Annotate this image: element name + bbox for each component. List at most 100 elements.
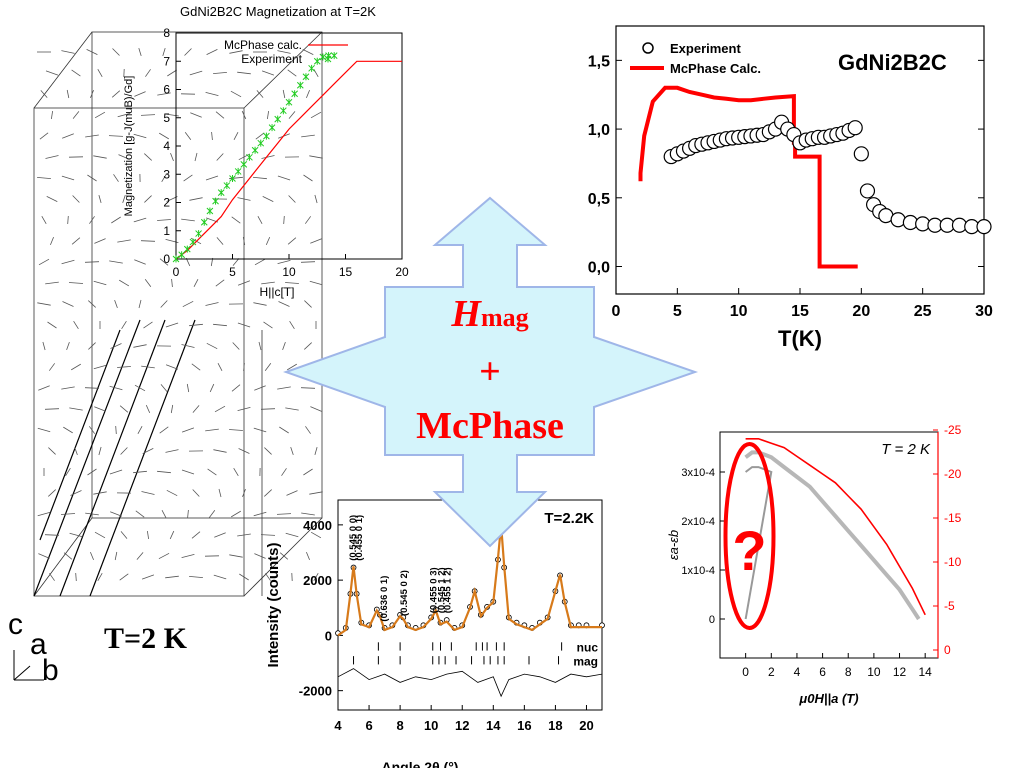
spin-arrow	[76, 573, 77, 581]
hkl-annotation: (0.545 0 2)	[399, 570, 410, 616]
spin-arrow	[218, 363, 222, 371]
x-tick-label: 2	[768, 665, 775, 679]
y-tick-label: 1,0	[588, 122, 610, 139]
spin-arrow	[143, 448, 154, 453]
spin-arrow	[63, 427, 72, 433]
structure-diagonals	[34, 320, 195, 596]
spin-arrow	[67, 90, 69, 98]
spin-arrow	[49, 573, 54, 580]
spin-arrow	[72, 70, 81, 76]
calc-profile-line	[338, 525, 602, 636]
spin-arrow	[192, 532, 200, 539]
x-tick-label: 20	[395, 265, 409, 279]
spin-arrow	[234, 468, 239, 476]
spin-arrow	[94, 365, 106, 369]
spin-arrow	[61, 51, 74, 54]
y-axis-label: εa-εb	[666, 530, 681, 560]
x-tick-label: 8	[397, 718, 404, 733]
spin-arrow	[290, 321, 295, 329]
spin-arrow	[133, 471, 147, 472]
diffraction-chart: 4 6 8 10 12 14 16 18 20-2000020004000Angle 2θ (°…	[258, 478, 618, 768]
spin-arrow	[95, 112, 105, 118]
spin-arrow	[133, 345, 146, 348]
spin-arrow	[157, 471, 171, 472]
spin-arrow	[122, 321, 127, 329]
y-tick-label: 3x10-4	[681, 467, 715, 479]
structure-diagonal-line	[60, 320, 165, 596]
spin-arrow	[67, 342, 70, 350]
spin-arrow	[282, 468, 287, 475]
spin-arrow	[264, 322, 273, 328]
spin-arrow	[48, 490, 55, 497]
spin-arrow	[93, 156, 106, 158]
spin-arrow	[94, 281, 107, 285]
spin-arrow	[137, 552, 143, 559]
spin-arrow	[162, 510, 166, 518]
y-tick-label: -2000	[299, 684, 332, 699]
spin-arrow	[116, 426, 117, 434]
axis-c-label: c	[8, 608, 23, 642]
structure-diagonal-line	[40, 330, 120, 540]
spin-arrow	[277, 387, 291, 389]
spin-arrow	[51, 111, 52, 119]
spin-arrow	[73, 111, 79, 118]
spin-arrow	[94, 407, 105, 412]
spin-arrow	[64, 553, 72, 560]
spin-arrow	[46, 71, 58, 75]
mag-row-label: mag	[573, 654, 598, 668]
structure-edge	[34, 518, 92, 596]
experiment-point	[320, 54, 326, 61]
spin-arrow	[95, 532, 105, 538]
spin-arrow	[99, 195, 101, 203]
spin-arrow	[261, 409, 275, 410]
y-tick-label: 5	[163, 111, 170, 125]
x-tick-label: 18	[548, 718, 562, 733]
legend-mcphase: McPhase calc.	[224, 38, 302, 52]
y-tick-right-label: -15	[944, 511, 962, 525]
spin-arrow	[117, 367, 131, 368]
x-tick-label: 10	[867, 665, 881, 679]
structure-diagonal-line	[34, 320, 140, 596]
x-tick-label: 10	[730, 303, 748, 320]
spin-arrow	[45, 409, 59, 410]
experiment-point	[246, 154, 252, 161]
y-tick-label: 7	[163, 54, 170, 68]
spin-arrow	[71, 364, 81, 370]
x-tick-label: 14	[486, 718, 501, 733]
x-tick-label: 15	[791, 303, 809, 320]
diff-chart-title: T=2.2K	[544, 510, 594, 527]
experiment-point	[280, 107, 286, 114]
spin-arrow	[37, 303, 50, 305]
spin-arrow	[94, 239, 105, 244]
spin-arrow	[303, 469, 312, 475]
spin-arrow	[254, 386, 265, 391]
y-tick-label: 1,5	[588, 53, 610, 70]
experiment-point	[292, 90, 298, 97]
spin-arrow	[62, 260, 75, 263]
structure-temperature-label: T=2 K	[104, 622, 187, 656]
x-tick-label: 25	[914, 303, 932, 320]
hkl-annotation: (0.636 0 1)	[379, 576, 390, 622]
spin-arrow	[310, 407, 321, 412]
spin-arrow	[146, 405, 149, 413]
plus-sign: +	[460, 350, 520, 394]
experiment-point	[848, 121, 862, 135]
x-tick-label: 5	[673, 303, 682, 320]
spin-arrow	[38, 512, 51, 516]
x-tick-label: 16	[517, 718, 531, 733]
spin-arrow	[170, 531, 174, 539]
spin-arrow	[38, 428, 50, 432]
magnetostriction-chart: 0 2 4 6 8 10 12 1401x10-42x10-43x10-40-5-10-15-…	[664, 420, 994, 720]
spin-arrow	[283, 342, 286, 350]
spin-arrow	[142, 492, 155, 495]
experiment-point	[303, 73, 309, 80]
x-axis-label: H||c[T]	[260, 285, 295, 299]
y-tick-right-label: -20	[944, 467, 962, 481]
magnetization-chart: GdNi2B2C Magnetization at T=2K0 5 10 15 2001…	[110, 0, 530, 310]
x-tick-label: 30	[975, 303, 993, 320]
spin-arrow	[219, 489, 221, 497]
spin-arrow	[62, 176, 74, 180]
experiment-point	[854, 147, 868, 161]
spin-arrow	[182, 554, 195, 557]
x-tick-label: 0	[612, 303, 621, 320]
